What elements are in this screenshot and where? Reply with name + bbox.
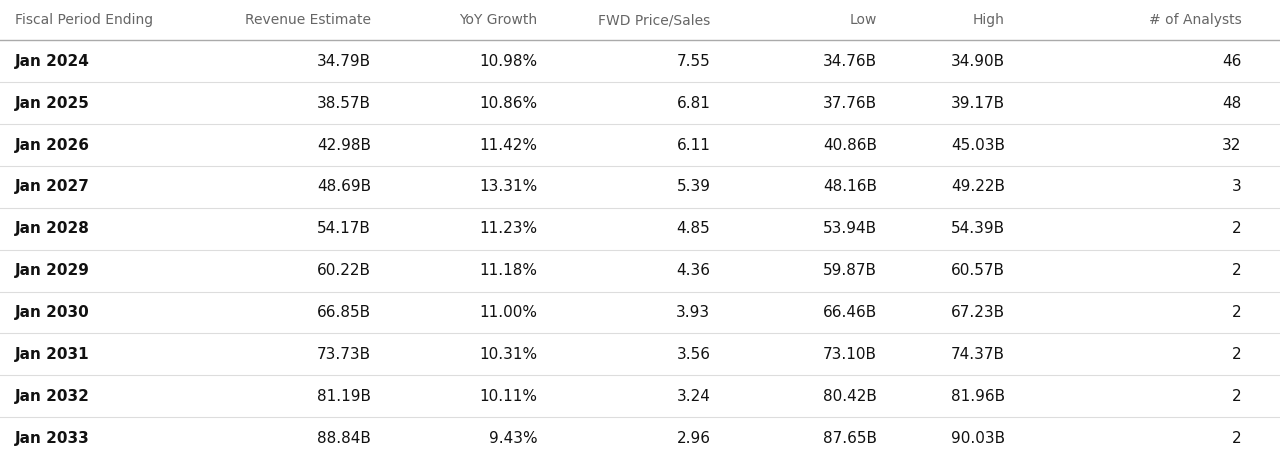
Text: 39.17B: 39.17B [951,95,1005,111]
Text: 2: 2 [1231,305,1242,320]
Text: 46: 46 [1222,54,1242,69]
Text: 42.98B: 42.98B [317,138,371,152]
Text: 5.39: 5.39 [676,179,710,195]
Text: 10.11%: 10.11% [480,389,538,404]
Text: YoY Growth: YoY Growth [460,13,538,27]
Text: 4.36: 4.36 [676,263,710,278]
Text: 2: 2 [1231,263,1242,278]
Text: 11.00%: 11.00% [480,305,538,320]
Text: 48.16B: 48.16B [823,179,877,195]
Text: FWD Price/Sales: FWD Price/Sales [598,13,710,27]
Text: High: High [973,13,1005,27]
Text: 2.96: 2.96 [676,431,710,446]
Text: 45.03B: 45.03B [951,138,1005,152]
Text: 34.79B: 34.79B [317,54,371,69]
Text: 38.57B: 38.57B [317,95,371,111]
Text: 2: 2 [1231,221,1242,236]
Text: 32: 32 [1222,138,1242,152]
Text: 74.37B: 74.37B [951,347,1005,362]
Text: 60.57B: 60.57B [951,263,1005,278]
Text: Low: Low [850,13,877,27]
Text: 67.23B: 67.23B [951,305,1005,320]
Text: 10.86%: 10.86% [480,95,538,111]
Text: 10.31%: 10.31% [480,347,538,362]
Text: 3.93: 3.93 [676,305,710,320]
Text: 3.24: 3.24 [677,389,710,404]
Text: 54.17B: 54.17B [317,221,371,236]
Text: 60.22B: 60.22B [317,263,371,278]
Text: 40.86B: 40.86B [823,138,877,152]
Text: 7.55: 7.55 [677,54,710,69]
Text: 48.69B: 48.69B [317,179,371,195]
Text: 2: 2 [1231,431,1242,446]
Text: 73.10B: 73.10B [823,347,877,362]
Text: 88.84B: 88.84B [317,431,371,446]
Text: 59.87B: 59.87B [823,263,877,278]
Text: Jan 2033: Jan 2033 [15,431,90,446]
Text: 34.76B: 34.76B [823,54,877,69]
Text: 53.94B: 53.94B [823,221,877,236]
Text: 49.22B: 49.22B [951,179,1005,195]
Text: 81.96B: 81.96B [951,389,1005,404]
Text: 3: 3 [1231,179,1242,195]
Text: Fiscal Period Ending: Fiscal Period Ending [15,13,154,27]
Text: 80.42B: 80.42B [823,389,877,404]
Text: 48: 48 [1222,95,1242,111]
Text: 6.81: 6.81 [677,95,710,111]
Text: Jan 2027: Jan 2027 [15,179,90,195]
Text: 37.76B: 37.76B [823,95,877,111]
Text: 4.85: 4.85 [677,221,710,236]
Text: 66.46B: 66.46B [823,305,877,320]
Text: 11.23%: 11.23% [480,221,538,236]
Text: Jan 2025: Jan 2025 [15,95,90,111]
Text: 2: 2 [1231,347,1242,362]
Text: Jan 2024: Jan 2024 [15,54,90,69]
Text: 34.90B: 34.90B [951,54,1005,69]
Text: 9.43%: 9.43% [489,431,538,446]
Text: 87.65B: 87.65B [823,431,877,446]
Text: 6.11: 6.11 [677,138,710,152]
Text: 81.19B: 81.19B [317,389,371,404]
Text: Revenue Estimate: Revenue Estimate [246,13,371,27]
Text: Jan 2032: Jan 2032 [15,389,90,404]
Text: 3.56: 3.56 [676,347,710,362]
Text: 2: 2 [1231,389,1242,404]
Text: 10.98%: 10.98% [480,54,538,69]
Text: 66.85B: 66.85B [317,305,371,320]
Text: Jan 2026: Jan 2026 [15,138,91,152]
Text: Jan 2029: Jan 2029 [15,263,90,278]
Text: Jan 2031: Jan 2031 [15,347,90,362]
Text: Jan 2030: Jan 2030 [15,305,90,320]
Text: 13.31%: 13.31% [479,179,538,195]
Text: 11.42%: 11.42% [480,138,538,152]
Text: 90.03B: 90.03B [951,431,1005,446]
Text: Jan 2028: Jan 2028 [15,221,90,236]
Text: 54.39B: 54.39B [951,221,1005,236]
Text: 11.18%: 11.18% [480,263,538,278]
Text: # of Analysts: # of Analysts [1149,13,1242,27]
Text: 73.73B: 73.73B [317,347,371,362]
